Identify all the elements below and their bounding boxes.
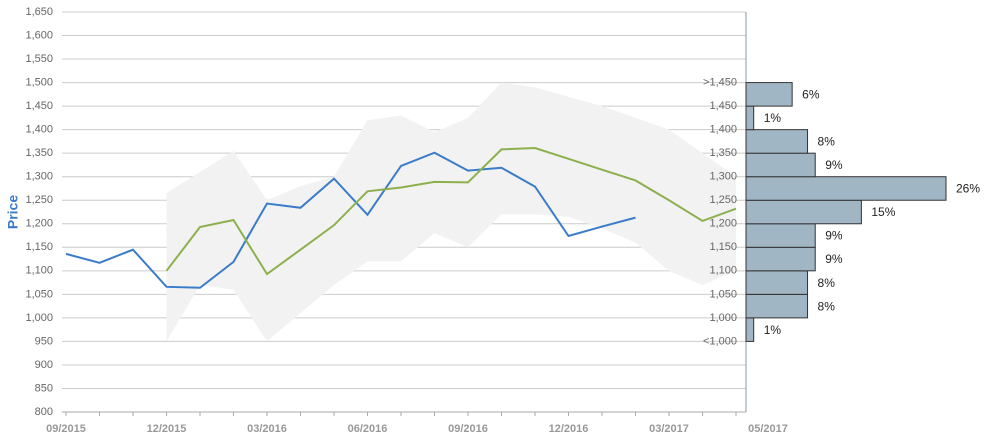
- value-label: 9%: [825, 158, 843, 172]
- price-line: [165, 146, 737, 276]
- y-tick-label: 900: [35, 359, 53, 371]
- bin-label: >1,450: [703, 76, 737, 88]
- x-tick-label: 06/2016: [348, 423, 388, 435]
- bin-label: 1,150: [709, 241, 737, 253]
- histogram-bar: [745, 176, 947, 201]
- y-tick-label: 1,600: [25, 29, 53, 41]
- bin-label: 1,450: [709, 100, 737, 112]
- histogram-bar: [745, 105, 755, 131]
- value-label: 1%: [764, 111, 782, 125]
- bin-label: 1,350: [709, 147, 737, 159]
- histogram-bar: [745, 223, 816, 248]
- y-tick-label: 1,100: [25, 265, 53, 277]
- y-tick-label: 1,300: [25, 171, 53, 183]
- value-label: 8%: [818, 276, 836, 290]
- bin-label: <1,000: [703, 335, 737, 347]
- bin-label: 1,100: [709, 265, 737, 277]
- bin-label: 1,000: [709, 312, 737, 324]
- value-label: 26%: [956, 182, 980, 196]
- range-band: [166, 82, 736, 342]
- histogram-bar: [745, 270, 809, 295]
- y-tick-label: 1,400: [25, 124, 53, 136]
- bin-label: 1,400: [709, 124, 737, 136]
- y-tick-label: 1,250: [25, 194, 53, 206]
- y-tick-label: 800: [35, 406, 53, 418]
- bin-label: 1,200: [709, 218, 737, 230]
- y-tick-label: 1,650: [25, 6, 53, 18]
- y-tick-label: 1,200: [25, 218, 53, 230]
- histogram-bar: [745, 246, 816, 272]
- y-tick-label: 1,050: [25, 288, 53, 300]
- value-label: 6%: [802, 88, 820, 102]
- x-tick-label: 09/2015: [46, 423, 86, 435]
- value-label: 8%: [818, 299, 836, 313]
- y-tick-label: 1,500: [25, 76, 53, 88]
- value-label: 9%: [825, 252, 843, 266]
- histogram-bar: [745, 293, 809, 319]
- histogram-bar: [745, 82, 793, 107]
- value-label: 9%: [825, 229, 843, 243]
- y-tick-label: 950: [35, 335, 53, 347]
- x-tick-label: 12/2016: [549, 423, 589, 435]
- histogram-bar: [745, 129, 809, 154]
- value-label: 15%: [871, 205, 895, 219]
- y-axis-label: Price: [5, 195, 21, 229]
- y-tick-label: 850: [35, 382, 53, 394]
- x-tick-label: 12/2015: [147, 423, 187, 435]
- bin-label: 1,050: [709, 288, 737, 300]
- y-tick-label: 1,350: [25, 147, 53, 159]
- price-line: [65, 151, 636, 289]
- y-tick-label: 1,000: [25, 312, 53, 324]
- y-tick-label: 1,450: [25, 100, 53, 112]
- y-tick-label: 1,150: [25, 241, 53, 253]
- x-tick-label: 09/2016: [448, 423, 488, 435]
- bin-label: 1,300: [709, 171, 737, 183]
- x-tick-label: 03/2016: [247, 423, 287, 435]
- histogram-bar: [745, 317, 755, 342]
- histogram-bar: [745, 199, 862, 225]
- y-tick-label: 1,550: [25, 53, 53, 65]
- bin-label: 1,250: [709, 194, 737, 206]
- x-tick-label: 03/2017: [649, 423, 689, 435]
- histogram-bar: [745, 152, 816, 178]
- value-label: 1%: [764, 323, 782, 337]
- value-label: 8%: [818, 135, 836, 149]
- x-tick-label: 05/2017: [748, 423, 788, 435]
